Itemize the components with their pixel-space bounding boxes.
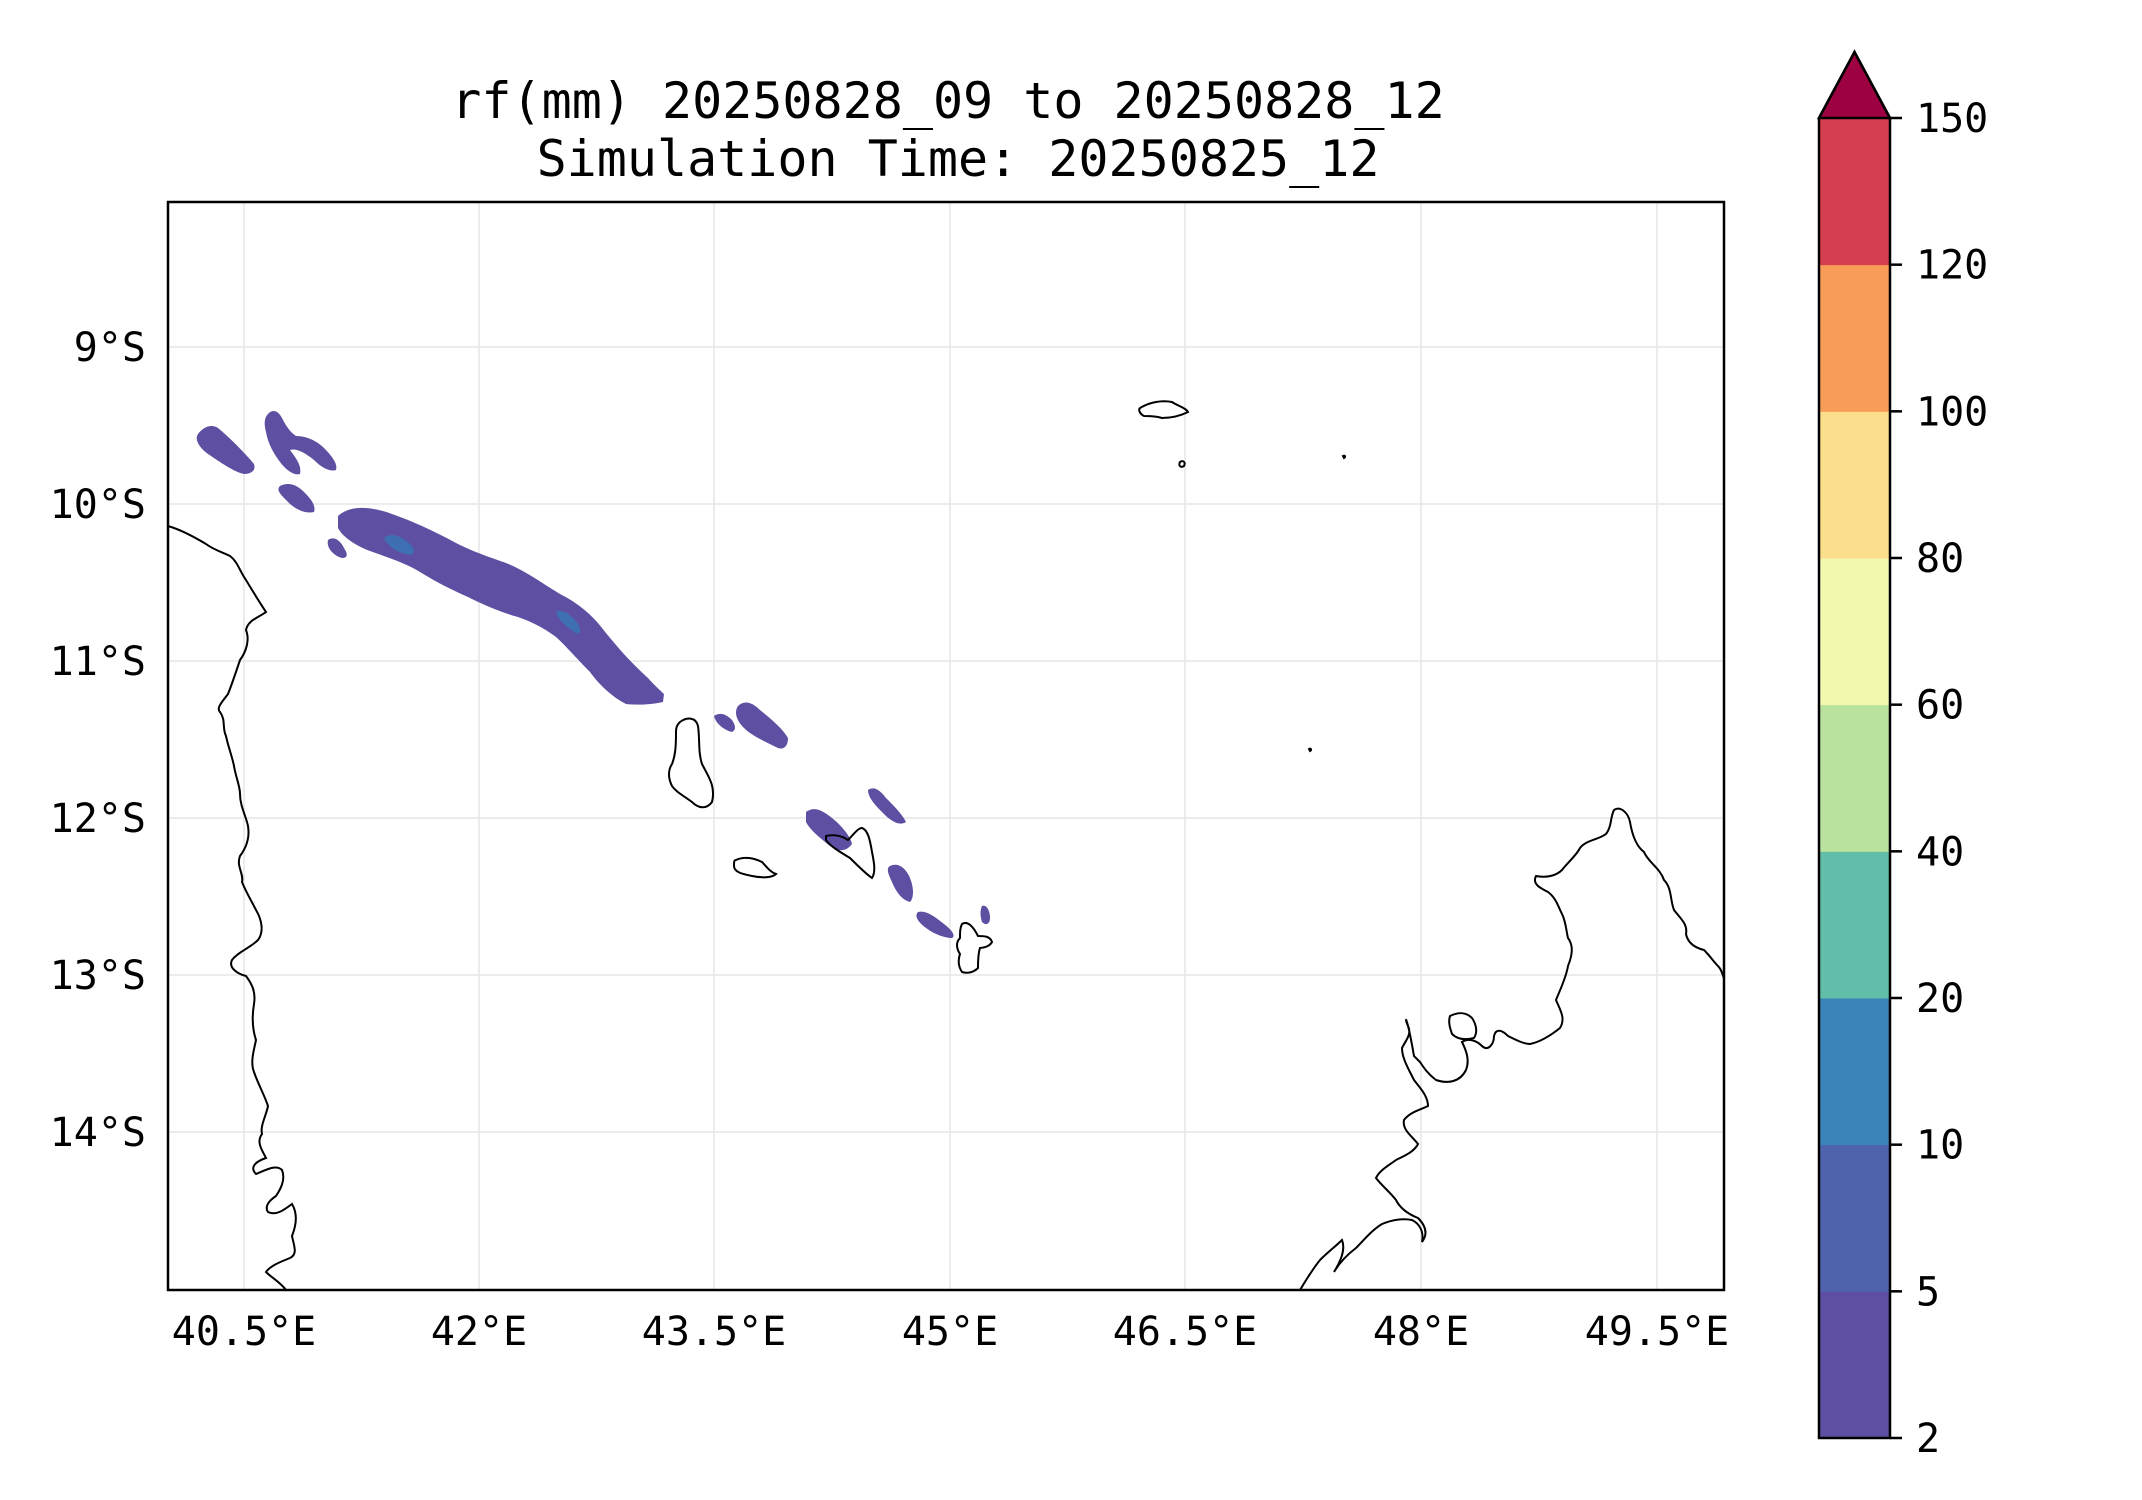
rainfall-patch-d: [327, 538, 347, 558]
lat-tick-label: 14°S: [50, 1110, 146, 1156]
map-axes: [166, 200, 1726, 1292]
rainfall-patch-b: [264, 410, 337, 475]
colorbar-segment: [1819, 851, 1890, 999]
coastline-african-mainland: [167, 525, 297, 1291]
rainfall-patch-j: [916, 911, 954, 938]
coastline-islet-a: [1178, 460, 1186, 468]
lon-tick-label: 46.5°E: [1113, 1309, 1258, 1355]
lat-tick-label: 9°S: [74, 325, 146, 371]
colorbar-segment: [1819, 118, 1890, 266]
rainfall-patch-c: [278, 484, 315, 513]
lon-tick-label: 40.5°E: [172, 1309, 317, 1355]
coastline-nosy-be-islet: [1448, 1012, 1478, 1041]
coastline-islet-b: [1341, 454, 1347, 460]
colorbar-tick-label: 150: [1916, 96, 1988, 142]
colorbar-tick-label: 80: [1916, 536, 1964, 582]
colorbar-tick-label: 60: [1916, 683, 1964, 729]
colorbar-tick-label: 120: [1916, 243, 1988, 289]
coastline-mayotte: [956, 922, 994, 974]
rainfall-patch-i: [887, 864, 913, 902]
colorbar-tick-label: 5: [1916, 1269, 1940, 1315]
colorbar-ticks: 2 5 10 20 40 60 80 100 120 150: [1890, 96, 1988, 1462]
colorbar-tick-label: 2: [1916, 1416, 1940, 1462]
coastline-grande-comore: [668, 717, 714, 809]
map-frame: [166, 200, 1726, 1292]
lon-tick-labels: 40.5°E 42°E 43.5°E 45°E 46.5°E 48°E 49.5…: [172, 1309, 1730, 1355]
lat-tick-label: 12°S: [50, 796, 146, 842]
map-background: [168, 202, 1724, 1290]
colorbar-segment: [1819, 704, 1890, 852]
coastline-moheli: [732, 856, 778, 879]
lon-tick-label: 45°E: [902, 1309, 998, 1355]
lon-tick-label: 43.5°E: [642, 1309, 787, 1355]
colorbar-segment: [1819, 558, 1890, 706]
colorbar-tick-label: 40: [1916, 829, 1964, 875]
lat-tick-labels: 9°S 10°S 11°S 12°S 13°S 14°S: [50, 325, 146, 1156]
coastlines: [167, 400, 1725, 1291]
coastline-islet-c: [1307, 747, 1313, 753]
coastline-anjouan: [825, 826, 876, 880]
rainfall-patch-e: [714, 713, 735, 732]
colorbar: 2 5 10 20 40 60 80 100 120 150: [1816, 49, 1988, 1462]
lat-tick-label: 13°S: [50, 953, 146, 999]
colorbar-segment: [1819, 411, 1890, 559]
rainfall-patch-k: [980, 905, 990, 925]
map-title-line-2: Simulation Time: 20250825_12: [537, 130, 1380, 188]
gridlines: [168, 202, 1724, 1290]
rainfall-patch-main-band: [338, 507, 664, 705]
colorbar-tick-label: 10: [1916, 1123, 1964, 1169]
lat-tick-label: 10°S: [50, 482, 146, 528]
rainfall-contours: [196, 410, 990, 938]
lon-tick-label: 48°E: [1373, 1309, 1469, 1355]
colorbar-tick-label: 20: [1916, 976, 1964, 1022]
colorbar-segment: [1819, 1291, 1890, 1439]
colorbar-segment: [1819, 264, 1890, 412]
rainfall-patch-f: [736, 702, 788, 749]
rainfall-patch-a: [196, 426, 255, 474]
colorbar-segments: [1819, 118, 1890, 1439]
lon-tick-label: 49.5°E: [1585, 1309, 1730, 1355]
coastline-glorioso-island: [1138, 400, 1190, 420]
colorbar-tick-label: 100: [1916, 389, 1988, 435]
colorbar-segment: [1819, 998, 1890, 1146]
rainfall-patch-g: [806, 809, 852, 851]
rainfall-patch-h: [868, 788, 906, 824]
lon-tick-label: 42°E: [431, 1309, 527, 1355]
rainfall-core-10mm-a: [384, 535, 414, 555]
colorbar-segment: [1819, 1144, 1890, 1292]
rainfall-core-10mm-b: [556, 610, 581, 634]
coastline-madagascar: [1299, 807, 1725, 1291]
lat-tick-label: 11°S: [50, 639, 146, 685]
colorbar-outline: [1817, 49, 1892, 1440]
map-title-line-1: rf(mm) 20250828_09 to 20250828_12: [451, 72, 1444, 130]
colorbar-extend-triangle: [1816, 49, 1893, 120]
